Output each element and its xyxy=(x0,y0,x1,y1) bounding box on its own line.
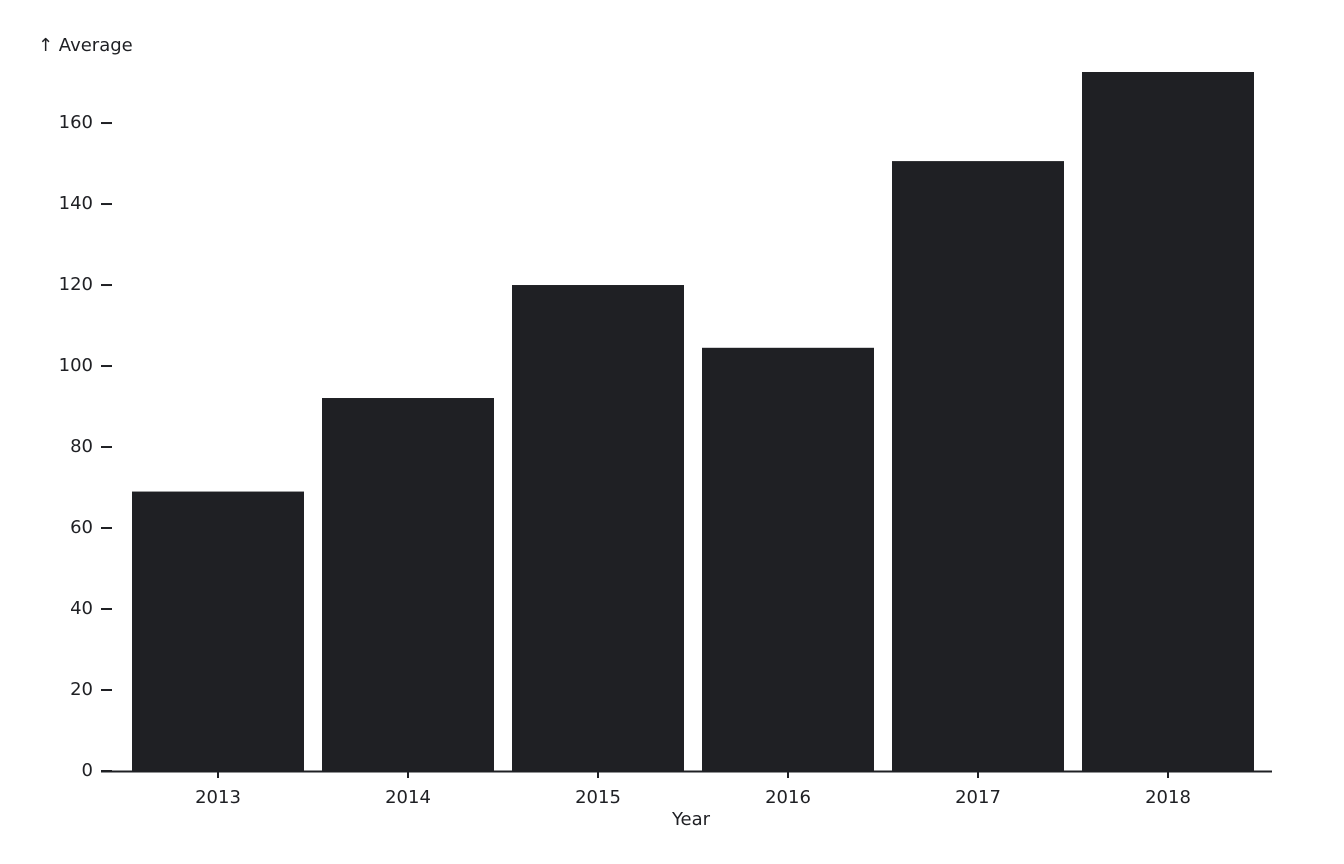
bar xyxy=(702,347,874,771)
bar xyxy=(132,491,304,771)
x-tick-label: 2015 xyxy=(575,787,621,808)
x-tick-label: 2014 xyxy=(385,787,431,808)
y-axis-label: ↑ Average xyxy=(38,35,133,56)
y-tick-label: 160 xyxy=(59,112,93,133)
y-tick-label: 140 xyxy=(59,193,93,214)
bar xyxy=(1082,72,1254,771)
y-tick-label: 0 xyxy=(82,760,93,781)
y-tick-label: 100 xyxy=(59,355,93,376)
x-tick-label: 2013 xyxy=(195,787,241,808)
y-tick-label: 120 xyxy=(59,274,93,295)
x-tick-label: 2018 xyxy=(1145,787,1191,808)
bar xyxy=(512,285,684,771)
y-tick-label: 80 xyxy=(70,436,93,457)
y-tick-label: 20 xyxy=(70,679,93,700)
x-tick-label: 2016 xyxy=(765,787,811,808)
x-tick-label: 2017 xyxy=(955,787,1001,808)
bar xyxy=(322,398,494,771)
x-axis-label: Year xyxy=(671,809,711,830)
y-tick-label: 40 xyxy=(70,598,93,619)
bar xyxy=(892,161,1064,771)
y-tick-label: 60 xyxy=(70,517,93,538)
